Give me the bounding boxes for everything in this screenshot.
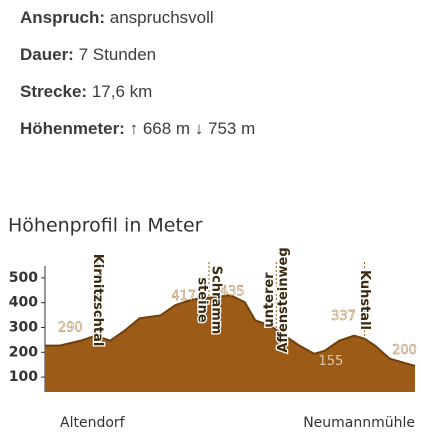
info-text: anspruchsvoll: [109, 8, 214, 27]
profile-line: [45, 293, 416, 367]
info-row: Höhenmeter: ↑ 668 m ↓ 753 m: [20, 117, 255, 154]
y-tick-label: 200: [9, 344, 38, 360]
peak-label: 200: [392, 343, 417, 358]
info-text: 7 Stunden: [78, 45, 157, 64]
chart-title: Höhenprofil in Meter: [8, 215, 203, 237]
place-label: Kirnitzschtal: [90, 254, 105, 347]
info-row: Anspruch: anspruchsvoll: [20, 6, 255, 43]
info-label: Strecke:: [20, 82, 88, 101]
peak-label: 337: [331, 309, 356, 324]
y-tick-label: 500: [9, 270, 38, 286]
peak-label: 417: [171, 289, 196, 304]
end-label: Neumannmühle: [303, 415, 415, 431]
place-label: steine: [194, 277, 209, 322]
place-label: Affensteinweg: [276, 247, 291, 352]
y-tick-label: 300: [9, 320, 38, 336]
info-text: ↑ 668 m ↓ 753 m: [129, 119, 256, 138]
y-tick-label: 100: [9, 369, 38, 385]
place: Kirnitzschtal: [89, 252, 107, 347]
peak-label: 155: [318, 354, 343, 369]
info-row: Dauer: 7 Stunden: [20, 43, 255, 80]
place: unterer Affensteinweg: [261, 246, 293, 354]
y-tick-label: 400: [9, 295, 38, 311]
peak-label: 435: [220, 285, 245, 300]
info: Anspruch: anspruchsvoll Dauer: 7 Stunden S…: [20, 6, 255, 154]
peak-label: 290: [58, 320, 83, 335]
place-label: unterer: [262, 272, 277, 328]
info-text: 17,6 km: [91, 82, 153, 101]
info-label: Anspruch:: [20, 8, 105, 27]
place-label: Kuhstall: [357, 270, 372, 330]
place: Kuhstall: [356, 269, 374, 332]
profile-area: [45, 295, 415, 392]
start-label: Altendorf: [60, 415, 126, 431]
info-label: Höhenmeter:: [20, 119, 125, 138]
place-label: Schramm: [208, 266, 223, 335]
info-label: Dauer:: [20, 45, 74, 64]
info-row: Strecke: 17,6 km: [20, 80, 255, 117]
